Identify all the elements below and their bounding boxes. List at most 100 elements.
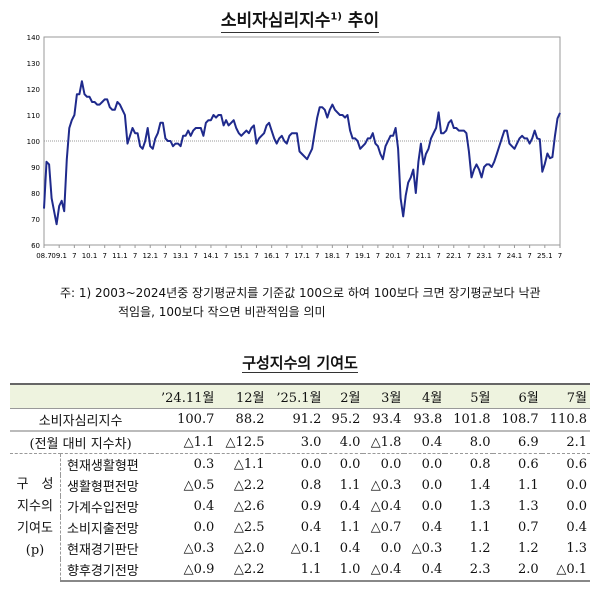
cell-value: 1.2 — [518, 541, 539, 556]
x-tick-label: 7 — [163, 252, 167, 260]
x-tick-label: 18.1 — [325, 252, 341, 260]
table-title-text: 구성지수의 기여도 — [242, 354, 358, 373]
x-tick-label: 20.1 — [385, 252, 401, 260]
x-tick-label: 12.1 — [142, 252, 158, 260]
cell-value: 0.4 — [339, 499, 361, 514]
x-tick-label: 7 — [558, 252, 562, 260]
cell-value: 108.7 — [493, 408, 542, 432]
cell-value: △2.0 — [233, 541, 265, 556]
cell-value: 0.4 — [193, 499, 215, 514]
cell-value: 0.0 — [421, 499, 443, 514]
cell-value: 101.8 — [445, 408, 494, 432]
cell-value: 2.0 — [493, 559, 542, 582]
y-tick-label: 80 — [31, 190, 40, 198]
cell-value: 0.0 — [380, 541, 402, 556]
cell-value: 0.4 — [339, 541, 361, 556]
cell-value: △0.9 — [151, 559, 218, 582]
cell-value: 2.1 — [541, 431, 590, 454]
title-text: 소비자심리지수 — [220, 11, 331, 31]
cell-value: △0.1 — [541, 559, 590, 582]
table-row: 가계수입전망 0.4 △2.6 0.9 0.4 △0.4 0.0 1.3 1.3 0.0 — [10, 496, 590, 517]
table-row: 구 성 지수의 기여도 (p) 현재생활형편 0.3 △1.1 0.0 0.0 0.0 0.0 0.8… — [10, 453, 590, 581]
cell-value: 8.0 — [445, 431, 494, 454]
x-tick-label: 7 — [224, 252, 228, 260]
x-tick-label: 08.7 — [36, 252, 52, 260]
x-tick-label: 16.1 — [264, 252, 280, 260]
cell-value: 1.1 — [267, 559, 325, 582]
cell-value: 93.8 — [404, 408, 446, 432]
contribution-table: ’24.11월 12월 ’25.1월 2월 3월 4월 5월 6월 7월 소비자심리지수 100.… — [10, 383, 590, 582]
cell-value: 1.3 — [566, 541, 587, 556]
cell-value: △2.5 — [233, 520, 265, 535]
cell-value: 0.4 — [421, 520, 443, 535]
cell-value: 0.0 — [421, 457, 443, 472]
x-tick-label: 7 — [436, 252, 440, 260]
x-tick-label: 22.1 — [446, 252, 462, 260]
x-tick-label: 24.1 — [507, 252, 523, 260]
x-tick-label: 25.1 — [537, 252, 553, 260]
cell-value: 1.1 — [518, 478, 539, 493]
cell-value: 1.1 — [339, 478, 361, 493]
x-tick-label: 7 — [406, 252, 410, 260]
y-tick-label: 60 — [31, 242, 40, 250]
cell-value: 110.8 — [541, 408, 590, 432]
x-tick-label: 7 — [376, 252, 380, 260]
column-header: 7월 — [541, 383, 590, 409]
x-tick-label: 7 — [133, 252, 137, 260]
title-suffix: 추이 — [347, 11, 380, 31]
x-tick-label: 7 — [72, 252, 76, 260]
cell-value: 0.0 — [421, 478, 443, 493]
group-label-line: 지수의 — [17, 498, 53, 514]
footnote: 주: 1) 2003~2024년중 장기평균치를 기준값 100으로 하여 10… — [60, 284, 541, 322]
x-tick-label: 17.1 — [294, 252, 310, 260]
cell-value: △1.1 — [151, 431, 218, 454]
cell-value: △0.5 — [183, 478, 215, 493]
cell-value: 0.6 — [566, 457, 587, 472]
column-header: 12월 — [217, 383, 268, 409]
x-tick-label: 10.1 — [82, 252, 98, 260]
row-label: 소비자심리지수 — [10, 408, 152, 432]
x-tick-label: 7 — [285, 252, 289, 260]
x-tick-label: 14.1 — [203, 252, 219, 260]
header-blank — [10, 383, 152, 409]
cell-value: 1.1 — [469, 520, 491, 535]
group-label-line: 구 성 — [16, 476, 54, 492]
cell-value: 1.1 — [339, 520, 361, 535]
footnote-line-2: 적임을, 100보다 작으면 비관적임을 의미 — [118, 305, 326, 319]
cell-value: △2.2 — [233, 478, 265, 493]
cell-value: △0.4 — [370, 499, 402, 514]
x-tick-label: 11.1 — [112, 252, 128, 260]
cell-value: △0.1 — [290, 541, 322, 556]
cell-value: 1.0 — [324, 559, 364, 582]
cell-value: △1.1 — [233, 457, 265, 472]
group-label: 구 성 지수의 기여도 (p) — [10, 453, 61, 581]
cell-value: 2.3 — [445, 559, 494, 582]
footnote-line-1: 주: 1) 2003~2024년중 장기평균치를 기준값 100으로 하여 10… — [60, 286, 541, 300]
cell-value: 0.0 — [339, 457, 361, 472]
title-footnote-mark: 1) — [330, 11, 342, 23]
row-label: 향후경기전망 — [60, 559, 152, 582]
cell-value: 0.0 — [566, 499, 587, 514]
cell-value: 0.0 — [300, 457, 322, 472]
column-header: 5월 — [445, 383, 494, 409]
column-header: ’24.11월 — [151, 383, 218, 409]
column-header: 6월 — [493, 383, 542, 409]
y-tick-label: 70 — [31, 216, 40, 224]
cell-value: 1.3 — [469, 499, 491, 514]
cell-value: 0.4 — [566, 520, 587, 535]
cell-value: 0.8 — [469, 457, 491, 472]
column-header: 2월 — [324, 383, 364, 409]
series-line — [43, 80, 561, 226]
table-title: 구성지수의 기여도 — [0, 352, 600, 373]
cell-value: △0.4 — [363, 559, 405, 582]
cell-value: △0.3 — [183, 541, 215, 556]
column-header: 4월 — [404, 383, 446, 409]
y-tick-label: 140 — [27, 34, 40, 42]
cell-value: △2.2 — [217, 559, 268, 582]
y-tick-label: 110 — [27, 112, 40, 120]
y-tick-label: 100 — [27, 138, 40, 146]
table-row: 생활형편전망 △0.5 △2.2 0.8 1.1 △0.3 0.0 1.4 1.1 0.0 — [10, 475, 590, 496]
y-tick-label: 120 — [27, 86, 40, 94]
cell-value: 100.7 — [151, 408, 218, 432]
row-label: 생활형편전망 — [67, 480, 139, 495]
